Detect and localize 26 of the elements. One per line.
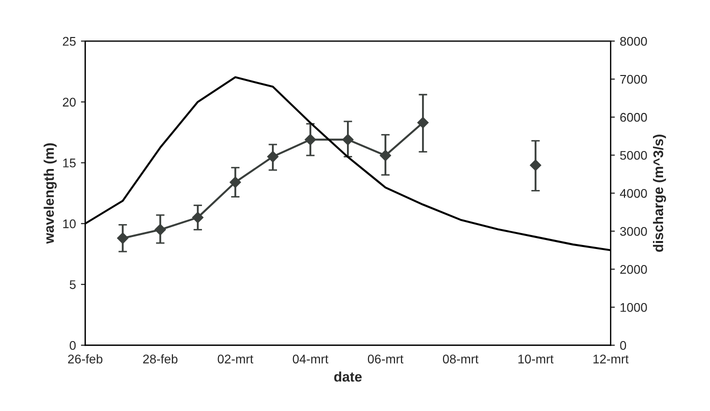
- y-tick-label: 0: [70, 341, 76, 350]
- y-tick-label: 5: [70, 280, 76, 290]
- x-tick-label: 28-feb: [143, 354, 178, 364]
- y2-axis-title: discharge (m^3/s): [652, 134, 666, 252]
- y2-tick-label: 1000: [620, 303, 647, 312]
- x-tick-label: 12-mrt: [593, 354, 629, 364]
- x-tick-label: 10-mrt: [518, 354, 554, 364]
- y2-tick-label: 4000: [620, 188, 647, 198]
- y2-tick-label: 0: [620, 341, 626, 350]
- y-tick-label: 10: [63, 219, 76, 228]
- y-axis-title: wavelength (m): [44, 143, 57, 244]
- y2-tick-label: 2000: [620, 265, 647, 274]
- y-tick-label: 15: [63, 158, 76, 168]
- x-axis-title: date: [334, 371, 362, 382]
- y-tick-label: 25: [62, 36, 76, 46]
- x-tick-label: 26-feb: [68, 354, 102, 364]
- y2-tick-label: 3000: [620, 226, 647, 236]
- x-tick-label: 08-mrt: [442, 354, 478, 364]
- y2-tick-label: 5000: [620, 150, 647, 160]
- y-tick-label: 20: [62, 98, 76, 107]
- y2-tick-label: 8000: [620, 36, 647, 46]
- x-tick-label: 02-mrt: [218, 354, 254, 364]
- x-tick-label: 04-mrt: [292, 354, 328, 364]
- y2-tick-label: 6000: [620, 112, 647, 122]
- y2-tick-label: 7000: [620, 74, 647, 84]
- x-tick-label: 06-mrt: [368, 354, 404, 364]
